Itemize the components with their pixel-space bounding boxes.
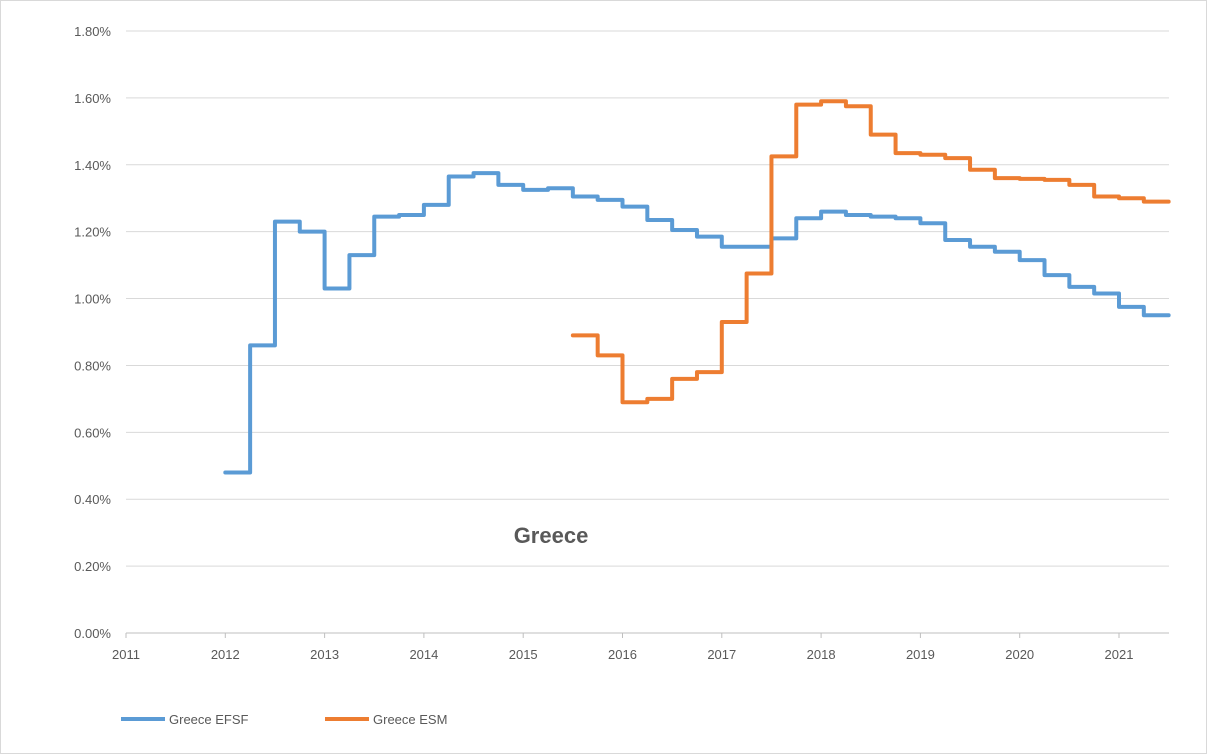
legend: Greece EFSF Greece ESM bbox=[121, 712, 447, 727]
x-tick-label: 2019 bbox=[906, 647, 935, 662]
y-tick-label: 0.00% bbox=[74, 626, 111, 641]
x-tick-label: 2018 bbox=[807, 647, 836, 662]
series-line-greece-efsf bbox=[223, 171, 1171, 475]
legend-label: Greece ESM bbox=[373, 712, 447, 727]
y-tick-label: 0.40% bbox=[74, 492, 111, 507]
x-tick-label: 2016 bbox=[608, 647, 637, 662]
series-line-greece-esm bbox=[570, 99, 1171, 405]
series-lines bbox=[223, 99, 1171, 475]
x-tick-label: 2011 bbox=[112, 647, 140, 662]
legend-label: Greece EFSF bbox=[169, 712, 249, 727]
x-tick-label: 2015 bbox=[509, 647, 538, 662]
y-tick-label: 0.60% bbox=[74, 425, 111, 440]
x-tick-label: 2014 bbox=[409, 647, 438, 662]
y-tick-label: 0.20% bbox=[74, 559, 111, 574]
gridlines bbox=[126, 30, 1169, 634]
x-tick-label: 2021 bbox=[1105, 647, 1134, 662]
chart-title: Greece bbox=[514, 523, 589, 548]
y-tick-label: 1.80% bbox=[74, 24, 111, 39]
y-tick-label: 1.00% bbox=[74, 292, 111, 307]
y-tick-label: 1.20% bbox=[74, 225, 111, 240]
y-tick-label: 0.80% bbox=[74, 358, 111, 373]
y-tick-label: 1.60% bbox=[74, 91, 111, 106]
x-tick-label: 2017 bbox=[707, 647, 736, 662]
legend-item: Greece ESM bbox=[325, 712, 447, 727]
x-tick-label: 2013 bbox=[310, 647, 339, 662]
x-tick-label: 2020 bbox=[1005, 647, 1034, 662]
x-axis-ticks: 2011 2012 2013 2014 2015 2016 2017 2018 2019 2020… bbox=[112, 633, 1133, 662]
x-tick-label: 2012 bbox=[211, 647, 240, 662]
y-tick-label: 1.40% bbox=[74, 158, 111, 173]
y-axis-ticks: 0.00% 0.20% 0.40% 0.60% 0.80% 1.00% 1.20% 1.40%… bbox=[74, 24, 111, 641]
legend-item: Greece EFSF bbox=[121, 712, 249, 727]
